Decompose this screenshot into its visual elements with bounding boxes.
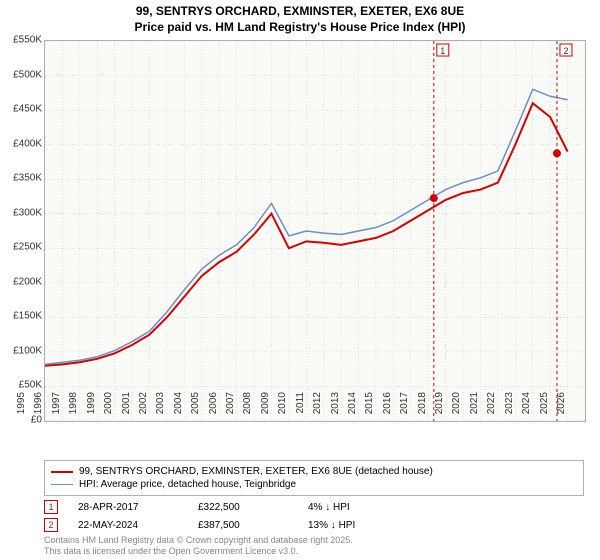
x-tick-label: 2008 <box>242 392 253 422</box>
x-tick-label: 1997 <box>51 392 62 422</box>
x-tick-label: 2025 <box>539 392 550 422</box>
x-tick-label: 2019 <box>434 392 445 422</box>
y-tick-label: £150K <box>13 311 42 322</box>
x-tick-label: 2004 <box>173 392 184 422</box>
x-tick-label: 1996 <box>33 392 44 422</box>
y-tick-label: £50K <box>19 380 42 391</box>
x-tick-label: 2010 <box>277 392 288 422</box>
x-tick-label: 2018 <box>417 392 428 422</box>
sale-marker: 2 <box>44 518 58 532</box>
x-tick-label: 2015 <box>364 392 375 422</box>
chart-svg: 12 <box>45 41 585 421</box>
x-tick-label: 1999 <box>86 392 97 422</box>
sale-price: £387,500 <box>198 520 288 531</box>
x-tick-label: 2000 <box>103 392 114 422</box>
footer-text: Contains HM Land Registry data © Crown c… <box>44 535 353 557</box>
x-tick-label: 2021 <box>469 392 480 422</box>
sale-diff: 13% ↓ HPI <box>308 520 355 531</box>
x-tick-label: 2005 <box>190 392 201 422</box>
y-tick-label: £350K <box>13 173 42 184</box>
legend-item: 99, SENTRYS ORCHARD, EXMINSTER, EXETER, … <box>51 465 577 478</box>
sale-row: 2 22-MAY-2024 £387,500 13% ↓ HPI <box>44 518 584 532</box>
x-tick-label: 2022 <box>486 392 497 422</box>
sale-row: 1 28-APR-2017 £322,500 4% ↓ HPI <box>44 500 584 514</box>
y-tick-label: £250K <box>13 242 42 253</box>
sale-date: 28-APR-2017 <box>78 502 178 513</box>
sale-marker: 1 <box>44 500 58 514</box>
x-tick-label: 2001 <box>121 392 132 422</box>
x-tick-label: 2017 <box>399 392 410 422</box>
x-tick-label: 2023 <box>504 392 515 422</box>
x-tick-label: 2012 <box>312 392 323 422</box>
y-tick-label: £450K <box>13 104 42 115</box>
legend: 99, SENTRYS ORCHARD, EXMINSTER, EXETER, … <box>44 460 584 496</box>
x-tick-label: 2011 <box>295 392 306 422</box>
x-tick-label: 2013 <box>330 392 341 422</box>
y-tick-label: £200K <box>13 276 42 287</box>
x-tick-label: 2002 <box>138 392 149 422</box>
x-tick-label: 2024 <box>521 392 532 422</box>
x-tick-label: 2014 <box>347 392 358 422</box>
y-tick-label: £500K <box>13 69 42 80</box>
x-tick-label: 2026 <box>556 392 567 422</box>
x-tick-label: 2007 <box>225 392 236 422</box>
y-tick-label: £300K <box>13 207 42 218</box>
svg-text:2: 2 <box>563 46 568 56</box>
chart-title: 99, SENTRYS ORCHARD, EXMINSTER, EXETER, … <box>0 0 600 35</box>
legend-item: HPI: Average price, detached house, Teig… <box>51 478 577 491</box>
y-tick-label: £100K <box>13 345 42 356</box>
x-tick-label: 2003 <box>155 392 166 422</box>
x-tick-label: 2006 <box>208 392 219 422</box>
x-tick-label: 2009 <box>260 392 271 422</box>
sale-date: 22-MAY-2024 <box>78 520 178 531</box>
x-tick-label: 2016 <box>382 392 393 422</box>
x-tick-label: 2020 <box>451 392 462 422</box>
sale-diff: 4% ↓ HPI <box>308 502 350 513</box>
x-tick-label: 1998 <box>68 392 79 422</box>
svg-text:1: 1 <box>440 46 445 56</box>
x-tick-label: 1995 <box>16 392 27 422</box>
chart-area: 12 <box>44 40 586 422</box>
y-tick-label: £550K <box>13 35 42 46</box>
sale-price: £322,500 <box>198 502 288 513</box>
y-tick-label: £400K <box>13 138 42 149</box>
